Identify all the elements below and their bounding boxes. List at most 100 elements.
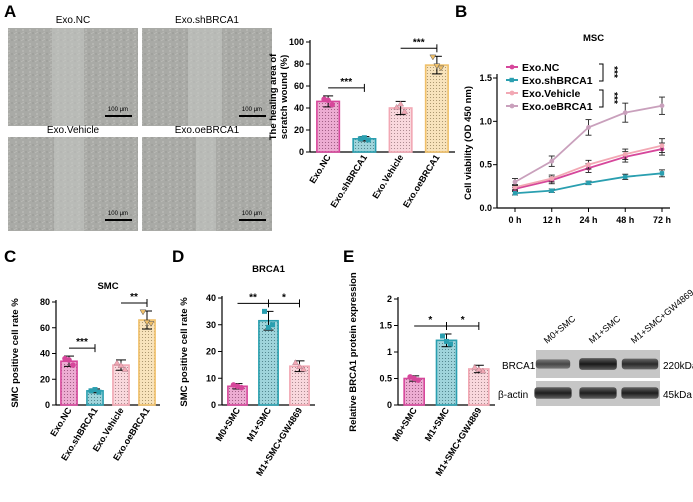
x-tick-label: M1+SMC — [245, 405, 274, 443]
y-tick-label: 1.5 — [479, 73, 492, 83]
x-tick-label: Exo.oeBRCA1 — [401, 153, 442, 210]
bar-fill — [436, 340, 457, 405]
x-tick-label: Exo.NC — [307, 152, 333, 185]
data-point — [325, 97, 331, 104]
data-point — [66, 357, 72, 363]
y-tick-label: 20 — [40, 374, 50, 384]
blot-lane-label: M1+SMC+GW4869 — [629, 287, 693, 345]
blot-size-label: 45kDa — [663, 390, 692, 401]
bar-fill — [227, 386, 248, 405]
significance-label: *** — [76, 337, 88, 348]
legend-marker — [509, 103, 515, 109]
x-tick-label: M0+SMC — [390, 405, 419, 443]
y-tick-label: 40 — [294, 103, 304, 113]
blot-lane-label: M1+SMC — [587, 313, 623, 345]
y-tick-label: 2 — [387, 294, 392, 304]
data-point — [440, 333, 445, 339]
bar-fill — [60, 361, 78, 405]
y-tick-label: 20 — [206, 347, 216, 357]
blot-band — [534, 387, 572, 399]
panel-letter-d: D — [172, 247, 184, 266]
y-tick-label: 60 — [294, 81, 304, 91]
data-point — [92, 387, 98, 393]
data-point — [262, 308, 267, 314]
y-tick-label: 30 — [206, 320, 216, 330]
blot-band — [579, 387, 617, 399]
data-point — [586, 125, 591, 130]
data-point — [549, 188, 554, 193]
legend-label: Exo.oeBRCA1 — [522, 101, 593, 113]
blot-size-label: 220kDa — [663, 361, 693, 372]
data-point — [361, 135, 367, 141]
bar-fill — [425, 65, 449, 152]
data-point — [622, 151, 628, 157]
data-point — [393, 104, 400, 110]
data-point — [266, 324, 271, 330]
y-tick-label: 0 — [45, 400, 50, 410]
bar-fill — [138, 320, 156, 405]
data-point — [70, 362, 76, 368]
y-tick-label: 0.5 — [379, 374, 392, 384]
data-point — [270, 322, 275, 328]
bar-fill — [112, 365, 130, 405]
significance-label: * — [428, 315, 432, 326]
panel-letter-b: B — [455, 2, 467, 21]
y-tick-label: 0 — [211, 400, 216, 410]
x-tick-label: 12 h — [543, 215, 561, 225]
data-point — [88, 388, 94, 394]
data-point — [357, 136, 363, 142]
data-point — [401, 108, 408, 114]
micrograph-label: Exo.NC — [56, 15, 90, 26]
data-point — [437, 65, 445, 72]
data-point — [329, 101, 335, 108]
x-tick-label: Exo.Vehicle — [370, 153, 405, 201]
data-point — [659, 143, 665, 149]
x-tick-label: Exo.NC — [48, 405, 74, 438]
significance-label: ** — [130, 292, 138, 303]
data-point — [147, 321, 155, 327]
data-point — [96, 389, 102, 395]
data-point — [512, 179, 518, 185]
significance-label: *** — [413, 37, 425, 48]
data-point — [397, 100, 404, 107]
x-tick-label: 72 h — [653, 215, 671, 225]
y-tick-label: 100 — [289, 37, 304, 47]
blot-band — [535, 359, 571, 369]
bar-fill — [289, 366, 310, 405]
significance-bracket — [599, 63, 604, 82]
blot-band — [621, 358, 659, 370]
y-axis-title: The healing area ofscratch wound (%) — [268, 53, 290, 140]
y-tick-label: 80 — [40, 297, 50, 307]
y-tick-label: 80 — [294, 59, 304, 69]
y-axis-title: SMC positive cell rate % — [179, 297, 190, 407]
x-tick-label: Exo.shBRCA1 — [329, 153, 370, 210]
y-tick-label: 1.5 — [379, 321, 392, 331]
bar-fill — [389, 108, 412, 152]
data-point — [586, 162, 591, 168]
x-tick-label: 0 h — [508, 215, 521, 225]
data-point — [448, 341, 453, 347]
chart-title: MSC — [583, 33, 604, 44]
panel-letter-c: C — [4, 247, 16, 266]
y-tick-label: 0.5 — [479, 160, 492, 170]
scale-bar-label: 100 μm — [242, 211, 262, 217]
micrograph-exo-shbrca1: Exo.shBRCA1 100 μm — [142, 15, 272, 126]
significance-label: ** — [249, 292, 257, 303]
blot-band — [579, 358, 617, 370]
bar-chart-e: 0 0.5 1 1.5 2 Relative BRCA1 protein expressi… — [348, 272, 495, 478]
data-point — [549, 176, 555, 181]
bar-fill — [258, 320, 279, 405]
data-point — [512, 184, 518, 190]
significance-label: *** — [608, 66, 619, 78]
data-point — [292, 359, 299, 365]
data-point — [429, 54, 437, 61]
micrograph-label: Exo.oeBRCA1 — [175, 125, 240, 136]
scale-bar-label: 100 μm — [108, 107, 128, 113]
data-point — [121, 366, 129, 372]
y-tick-label: 40 — [206, 293, 216, 303]
legend-label: Exo.NC — [522, 62, 560, 74]
x-tick-label: 48 h — [616, 215, 634, 225]
bar-fill — [316, 101, 340, 152]
blot-row-label: BRCA1 — [502, 361, 536, 372]
significance-label: * — [282, 292, 286, 303]
